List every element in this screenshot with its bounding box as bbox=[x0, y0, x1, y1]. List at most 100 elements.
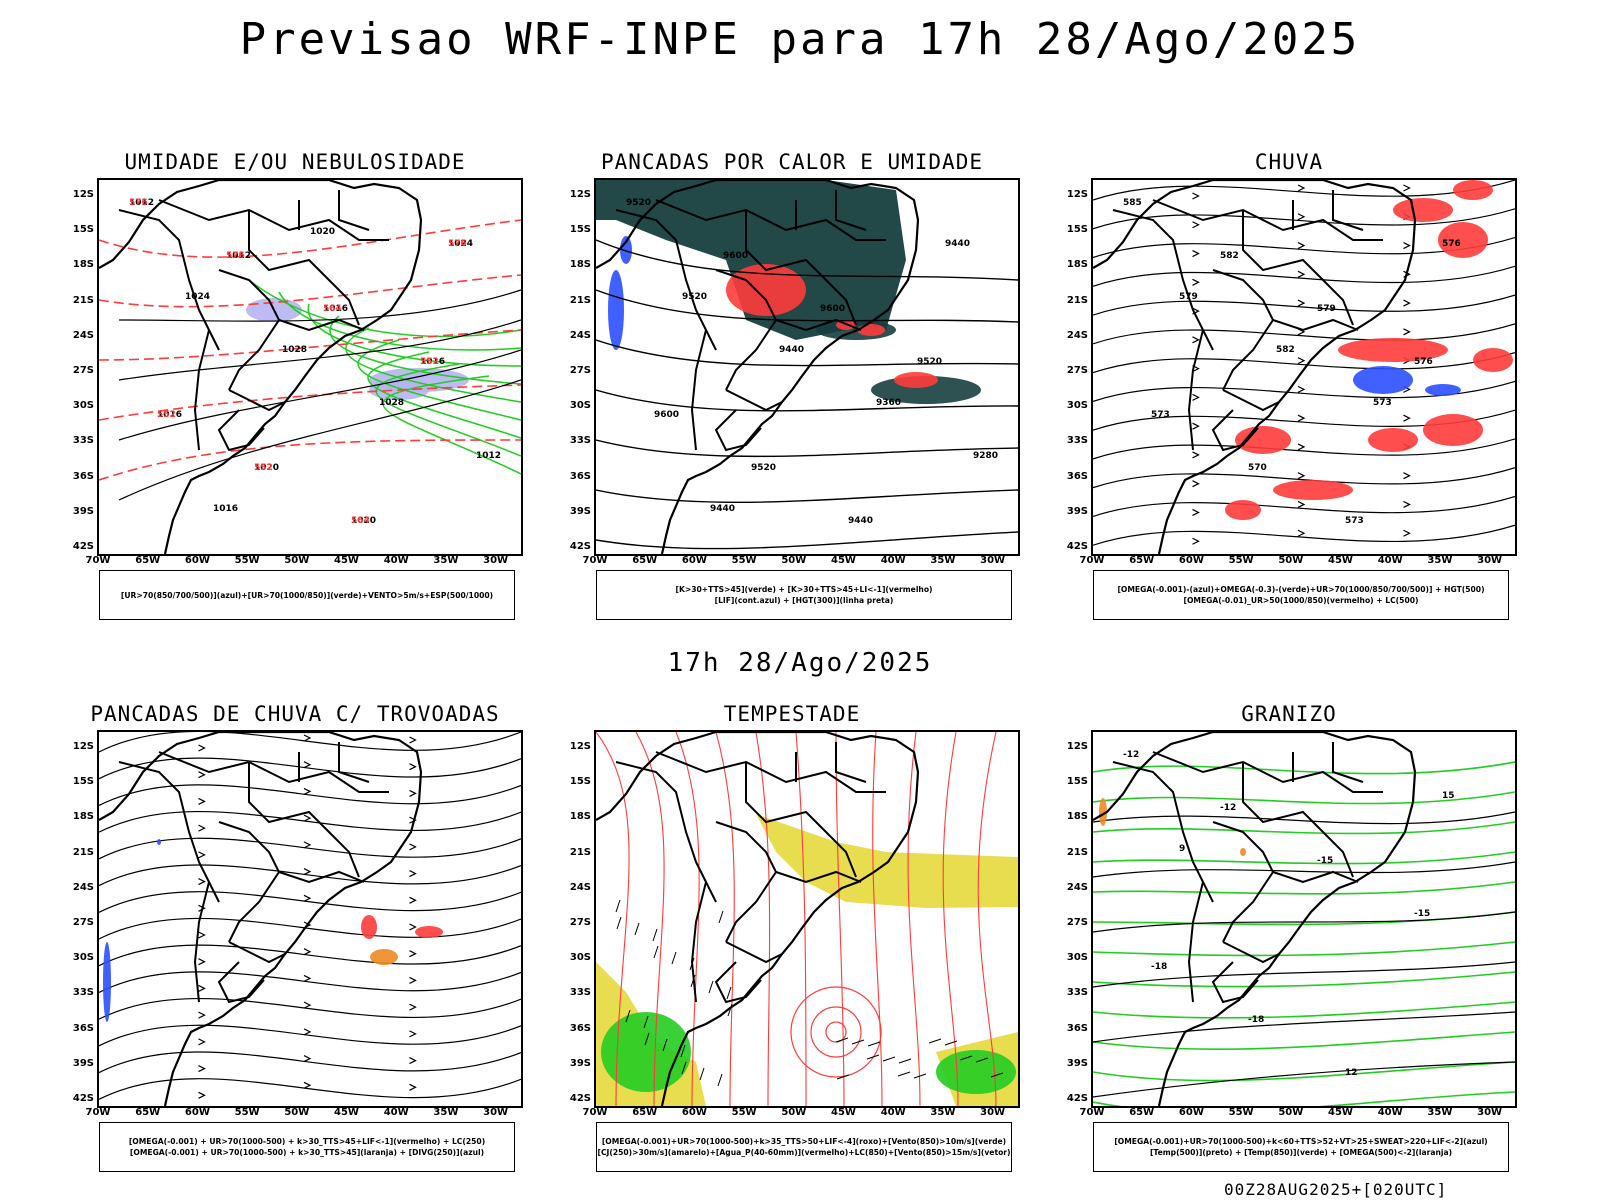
longitude-label: 70W bbox=[85, 1107, 111, 1118]
pressure-label: 1016 bbox=[157, 410, 182, 420]
longitude-label: 55W bbox=[731, 555, 757, 566]
latitude-label: 21S bbox=[72, 846, 94, 858]
latitude-label: 33S bbox=[569, 987, 591, 999]
panel-legend: [OMEGA(-0.001) + UR>70(1000-500) + k>30_… bbox=[99, 1122, 515, 1172]
longitude-label: 45W bbox=[831, 555, 856, 566]
longitude-label: 50W bbox=[1278, 1107, 1304, 1118]
latitude-label: 18S bbox=[569, 811, 591, 823]
longitude-label: 65W bbox=[1129, 1107, 1155, 1118]
hgt-label: 9600 bbox=[723, 251, 748, 261]
legend-line: [OMEGA(-0.001) + UR>70(1000-500) + k>30_… bbox=[128, 1137, 486, 1146]
forecast-time: 17h 28/Ago/2025 bbox=[667, 648, 933, 678]
hgt-label: 9440 bbox=[945, 239, 970, 249]
latitude-label: 15S bbox=[569, 224, 591, 236]
latitude-label: 12S bbox=[1066, 741, 1088, 752]
temp-label: 9 bbox=[1179, 844, 1185, 854]
latitude-label: 33S bbox=[1066, 435, 1088, 447]
longitude-label: 30W bbox=[483, 1107, 509, 1118]
pressure-label: 1012 bbox=[476, 451, 501, 461]
latitude-label: 42S bbox=[1066, 541, 1088, 552]
longitude-label: 30W bbox=[1477, 555, 1503, 566]
latitude-label: 36S bbox=[1066, 1022, 1088, 1034]
longitude-label: 70W bbox=[582, 555, 608, 566]
temp-label: -12 bbox=[1123, 750, 1139, 760]
latitude-label: 33S bbox=[72, 987, 94, 999]
panel-title: GRANIZO bbox=[1241, 702, 1337, 726]
longitude-label: 60W bbox=[184, 555, 210, 566]
latitude-label: 27S bbox=[72, 365, 94, 376]
wind850-area bbox=[936, 1050, 1016, 1094]
panel-title: PANCADAS POR CALOR E UMIDADE bbox=[600, 150, 983, 174]
rain-area bbox=[1338, 338, 1448, 362]
panel-title: UMIDADE E/OU NEBULOSIDADE bbox=[124, 150, 466, 174]
latitude-label: 21S bbox=[569, 846, 591, 858]
latitude-label: 21S bbox=[1066, 294, 1088, 306]
pressure-label: 1028 bbox=[282, 345, 307, 355]
divergence-area bbox=[103, 942, 111, 1022]
convection-area bbox=[596, 180, 906, 340]
forecast-map: -12 -12 -15 -15 -18 -18 12 15 9 bbox=[1091, 730, 1517, 1108]
rain-area bbox=[1273, 480, 1353, 500]
longitude-label: 55W bbox=[731, 1107, 757, 1118]
rain-area bbox=[1473, 348, 1513, 372]
rain-area bbox=[1368, 428, 1418, 452]
panel-title: TEMPESTADE bbox=[723, 702, 861, 726]
longitude-label: 45W bbox=[1328, 555, 1353, 566]
latitude-label: 27S bbox=[569, 917, 591, 928]
thickness-label: 552 bbox=[157, 410, 176, 420]
longitude-label: 50W bbox=[284, 1107, 310, 1118]
pressure-label: 1020 bbox=[310, 227, 335, 237]
latitude-label: 27S bbox=[72, 917, 94, 928]
latitude-label: 30S bbox=[1066, 952, 1088, 964]
panel-legend: [UR>70(850/700/500)](azul)+[UR>70(1000/8… bbox=[99, 570, 515, 620]
jet-stream-area bbox=[756, 814, 1018, 908]
longitude-label: 55W bbox=[1228, 1107, 1254, 1118]
legend-line: [OMEGA(-0.001)+UR>70(1000-500)+k>35_TTS>… bbox=[601, 1137, 1007, 1146]
hgt500-label: 579 bbox=[1317, 304, 1336, 314]
latitude-label: 12S bbox=[1066, 189, 1088, 200]
longitude-label: 30W bbox=[980, 555, 1006, 566]
latitude-label: 39S bbox=[569, 505, 591, 517]
hgt500-label: 573 bbox=[1345, 516, 1364, 526]
rain-area bbox=[1393, 198, 1453, 222]
rain-area bbox=[1438, 222, 1488, 258]
thickness-label: 564 bbox=[351, 516, 370, 526]
longitude-label: 40W bbox=[1377, 1107, 1403, 1118]
longitude-label: 70W bbox=[85, 555, 111, 566]
longitude-label: 50W bbox=[1278, 555, 1304, 566]
longitude-label: 45W bbox=[831, 1107, 856, 1118]
panel-legend: [OMEGA(-0.001)-(azul)+OMEGA(-0.3)-(verde… bbox=[1093, 570, 1509, 620]
longitude-label: 45W bbox=[334, 555, 359, 566]
longitude-label: 65W bbox=[135, 1107, 161, 1118]
longitude-label: 30W bbox=[980, 1107, 1006, 1118]
latitude-label: 24S bbox=[72, 329, 94, 341]
longitude-label: 45W bbox=[334, 1107, 359, 1118]
page-title: Previsao WRF-INPE para 17h 28/Ago/2025 bbox=[239, 14, 1361, 65]
thickness-label: 576 bbox=[129, 198, 148, 208]
latitude-label: 39S bbox=[1066, 1057, 1088, 1069]
hgt500-label: 570 bbox=[1248, 463, 1267, 473]
longitude-label: 40W bbox=[880, 1107, 906, 1118]
instability-area bbox=[726, 264, 806, 316]
rain-area bbox=[1423, 414, 1483, 446]
latitude-label: 21S bbox=[1066, 846, 1088, 858]
latitude-label: 33S bbox=[1066, 987, 1088, 999]
latitude-label: 42S bbox=[72, 541, 94, 552]
latitude-label: 18S bbox=[1066, 811, 1088, 823]
hgt500-label: 579 bbox=[1179, 292, 1198, 302]
wind850-area bbox=[601, 1012, 691, 1092]
latitude-label: 36S bbox=[72, 1022, 94, 1034]
latitude-label: 30S bbox=[72, 400, 94, 412]
thickness-label: 576 bbox=[226, 251, 245, 261]
forecast-map bbox=[594, 730, 1020, 1108]
latitude-label: 27S bbox=[1066, 917, 1088, 928]
temp-label: -15 bbox=[1317, 856, 1333, 866]
latitude-label: 39S bbox=[72, 505, 94, 517]
latitude-label: 42S bbox=[569, 1093, 591, 1104]
hgt500-label: 582 bbox=[1276, 345, 1295, 355]
latitude-label: 33S bbox=[72, 435, 94, 447]
instability-area bbox=[857, 324, 885, 336]
hgt-label: 9360 bbox=[876, 398, 901, 408]
longitude-label: 35W bbox=[1427, 1107, 1453, 1118]
pressure-label: 1016 bbox=[213, 504, 238, 514]
